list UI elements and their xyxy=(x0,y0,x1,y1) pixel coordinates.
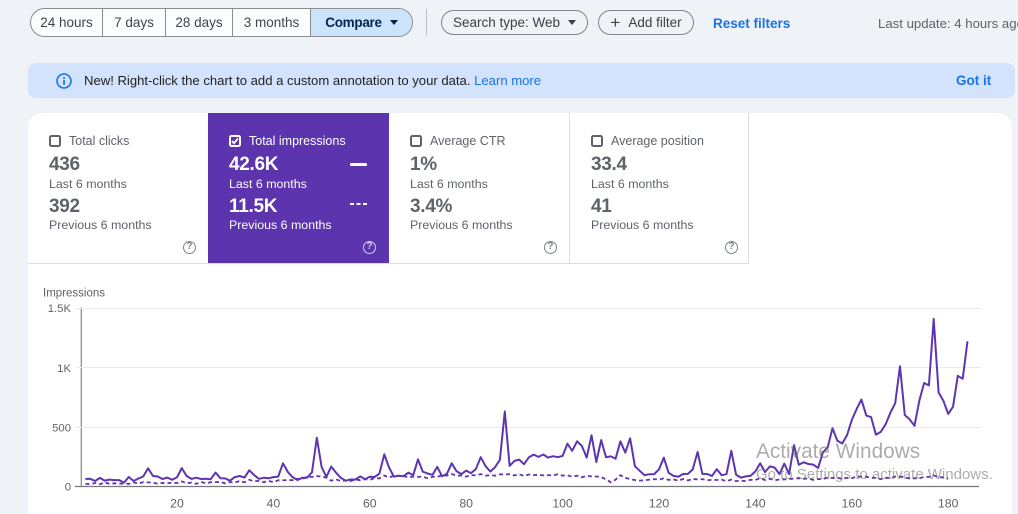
svg-text:120: 120 xyxy=(649,497,670,511)
svg-text:40: 40 xyxy=(267,497,281,511)
svg-text:100: 100 xyxy=(552,497,573,511)
svg-text:1.5K: 1.5K xyxy=(48,303,72,315)
svg-text:140: 140 xyxy=(745,497,766,511)
svg-text:20: 20 xyxy=(170,497,184,511)
svg-text:0: 0 xyxy=(65,482,71,494)
svg-text:500: 500 xyxy=(52,423,71,435)
svg-text:60: 60 xyxy=(363,497,377,511)
svg-text:180: 180 xyxy=(938,497,959,511)
svg-text:80: 80 xyxy=(459,497,473,511)
svg-text:1K: 1K xyxy=(57,363,71,375)
svg-text:Impressions: Impressions xyxy=(43,288,105,300)
svg-text:160: 160 xyxy=(842,497,863,511)
